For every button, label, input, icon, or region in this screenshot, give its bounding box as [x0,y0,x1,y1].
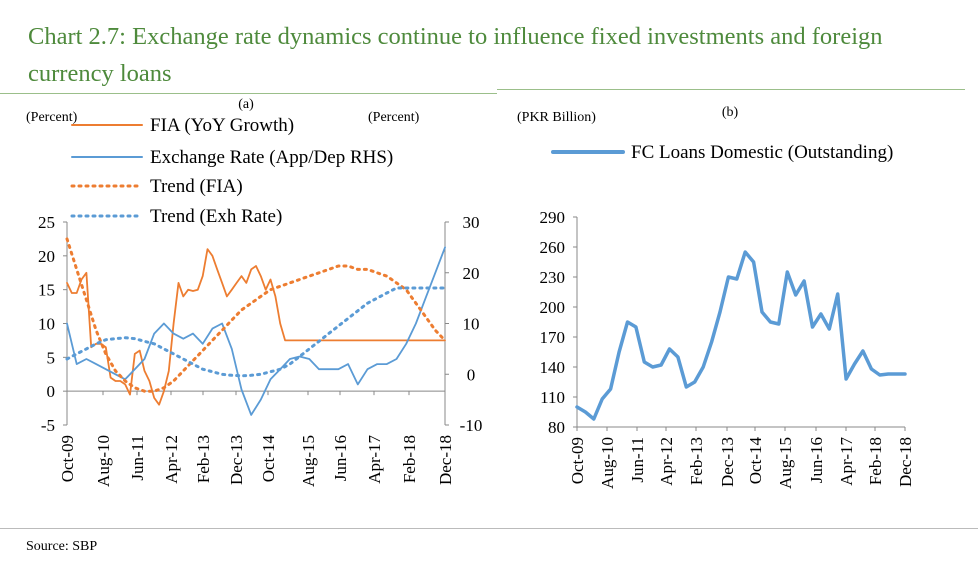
x-tick-label-b: Feb-18 [866,437,885,485]
x-tick-label-a: Aug-15 [299,435,318,487]
y2-tick-label-a: 20 [463,264,480,283]
y2-tick-label-a: 0 [467,365,476,384]
x-tick-label-a: Jun-16 [331,435,350,481]
x-tick-label-b: Dec-18 [896,437,915,487]
y-tick-label-b: 170 [540,328,566,347]
title-rule-left [0,93,497,94]
x-tick-label-b: Oct-09 [568,437,587,484]
x-tick-label-a: Oct-09 [58,435,77,482]
y-tick-label-a: 20 [38,247,55,266]
y-tick-label-b: 260 [540,238,566,257]
x-tick-label-a: Feb-13 [194,435,213,483]
y-tick-label-b: 110 [540,388,565,407]
y2-tick-label-a: -10 [460,416,483,435]
title-rule-right [497,89,965,90]
series-line-a-3 [65,286,447,378]
y-tick-label-a: 10 [38,315,55,334]
series-line-a-2 [65,237,447,393]
x-tick-label-b: Aug-10 [598,437,617,489]
chart-panel-b: (b) (PKR Billion) 80 110 140 170 200 230 260 290 O… [517,105,915,489]
left-axis-label-b: (PKR Billion) [517,110,596,125]
y2-tick-label-a: 10 [463,315,480,334]
x-tick-label-a: Jun-11 [128,435,147,481]
chart-title: Chart 2.7: Exchange rate dynamics contin… [28,23,883,87]
panel-label-a: (a) [238,97,254,112]
y-tick-label-b: 290 [540,208,566,227]
y-tick-label-a: 0 [47,382,56,401]
legend-label-a-2: Trend (FIA) [150,176,243,197]
y-tick-label-a: 25 [38,213,55,232]
legend-label-a-1: Exchange Rate (App/Dep RHS) [150,147,393,168]
series-line-b-0 [575,250,907,421]
y2-tick-label-a: 30 [463,213,480,232]
x-tick-label-b: Feb-13 [687,437,706,485]
series-line-a-1 [66,246,446,416]
chart-panel-a: (a) (Percent) (Percent) -5 0 5 10 15 20 25 -10 0 10 2… [26,97,482,487]
x-tick-label-b: Jun-16 [807,437,826,483]
x-tick-label-b: Apr-12 [657,437,676,486]
x-tick-label-a: Aug-10 [94,435,113,487]
x-tick-label-a: Apr-12 [162,435,181,484]
left-axis-label-a: (Percent) [26,110,78,125]
legend-label-a-0: FIA (YoY Growth) [150,115,294,136]
legend-label-b-0: FC Loans Domestic (Outstanding) [631,142,893,163]
source-note: Source: SBP [26,539,98,554]
panel-label-b: (b) [722,105,739,120]
y-tick-label-a: -5 [41,416,55,435]
x-tick-label-b: Jun-11 [628,437,647,483]
x-tick-label-a: Oct-14 [259,435,278,483]
x-tick-label-b: Apr-17 [837,437,856,486]
y-tick-label-b: 230 [540,268,566,287]
y-tick-label-b: 200 [540,298,566,317]
x-tick-label-a: Feb-18 [400,435,419,483]
x-tick-label-b: Oct-14 [746,437,765,485]
source-rule [0,528,978,529]
y-tick-label-b: 80 [548,418,565,437]
y-tick-label-b: 140 [540,358,566,377]
legend-label-a-3: Trend (Exh Rate) [150,206,282,227]
series-line-a-0 [66,248,446,406]
x-tick-label-b: Aug-15 [776,437,795,489]
x-tick-label-b: Dec-13 [718,437,737,487]
x-tick-label-a: Dec-18 [436,435,455,485]
y-tick-label-a: 15 [38,281,55,300]
x-tick-label-a: Apr-17 [365,435,384,484]
right-axis-label-a: (Percent) [368,110,420,125]
y-tick-label-a: 5 [47,348,56,367]
x-tick-label-a: Dec-13 [227,435,246,485]
